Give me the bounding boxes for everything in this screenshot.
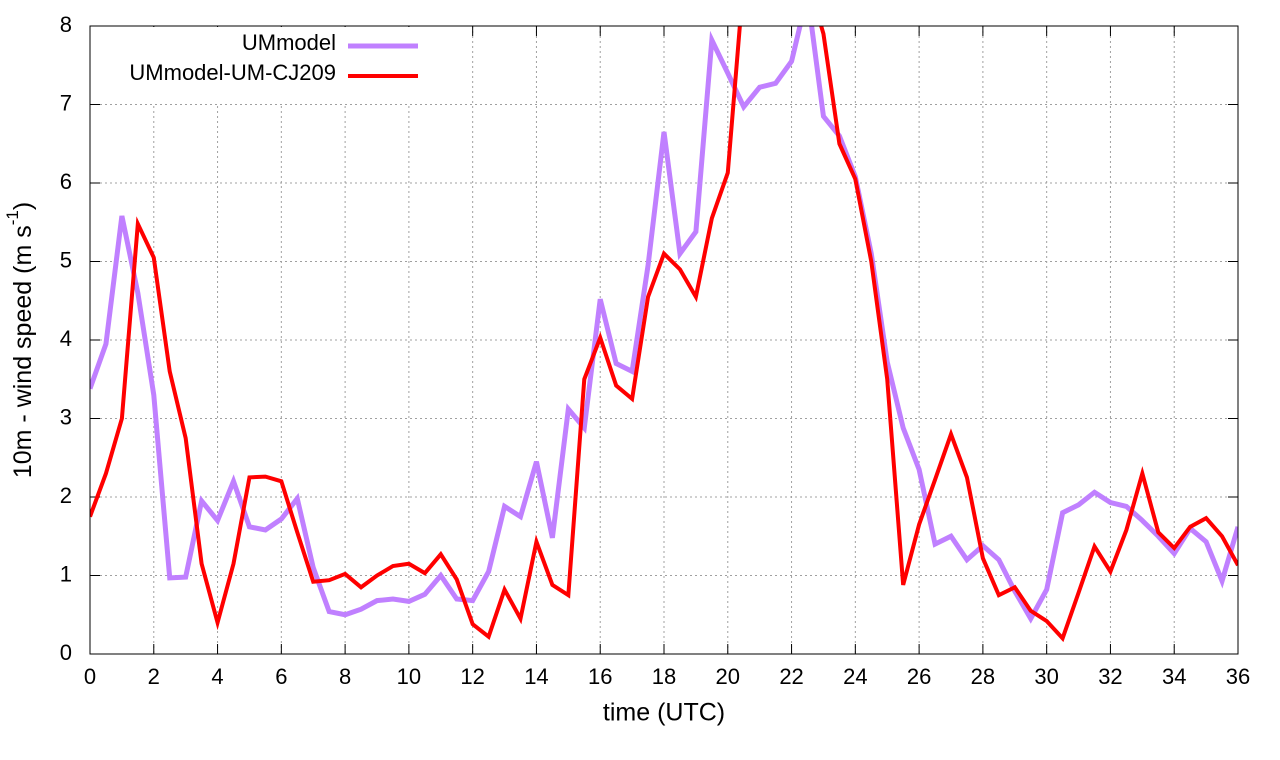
x-tick-label: 0 (84, 664, 96, 689)
x-tick-label: 16 (588, 664, 612, 689)
y-axis-label-text: 10m - wind speed (m s (9, 225, 37, 478)
x-tick-label: 36 (1226, 664, 1250, 689)
y-axis-label-end: ) (9, 202, 37, 210)
x-tick-label: 6 (275, 664, 287, 689)
y-tick-label: 2 (60, 483, 72, 508)
x-tick-label: 30 (1034, 664, 1058, 689)
y-tick-label: 8 (60, 12, 72, 37)
y-axis-label: 10m - wind speed (m s-1) (3, 202, 36, 478)
x-tick-label: 34 (1162, 664, 1186, 689)
plot-border (89, 25, 1239, 655)
x-tick-label: 2 (148, 664, 160, 689)
y-tick-label: 0 (60, 640, 72, 665)
legend-box (100, 27, 420, 103)
y-tick-label: 1 (60, 561, 72, 586)
x-tick-label: 20 (716, 664, 740, 689)
series-line (90, 26, 1238, 643)
x-tick-label: 12 (460, 664, 484, 689)
x-tick-label: 26 (907, 664, 931, 689)
series-line (90, 26, 1238, 624)
x-tick-label: 4 (211, 664, 223, 689)
x-tick-label: 14 (524, 664, 548, 689)
x-tick-label: 24 (843, 664, 867, 689)
x-tick-label: 8 (339, 664, 351, 689)
y-tick-label: 5 (60, 247, 72, 272)
x-tick-label: 28 (971, 664, 995, 689)
x-tick-label: 10 (397, 664, 421, 689)
x-tick-label: 18 (652, 664, 676, 689)
y-tick-label: 7 (60, 90, 72, 115)
x-tick-label: 32 (1098, 664, 1122, 689)
x-axis-label: time (UTC) (603, 699, 725, 727)
legend-label: UMmodel (242, 30, 336, 55)
plot-lines (90, 26, 1238, 643)
y-tick-label: 4 (60, 326, 72, 351)
y-axis-label-sup: -1 (3, 210, 22, 225)
y-tick-label: 6 (60, 169, 72, 194)
y-tick-label: 3 (60, 404, 72, 429)
x-tick-label: 22 (779, 664, 803, 689)
legend-label: UMmodel-UM-CJ209 (129, 60, 336, 85)
